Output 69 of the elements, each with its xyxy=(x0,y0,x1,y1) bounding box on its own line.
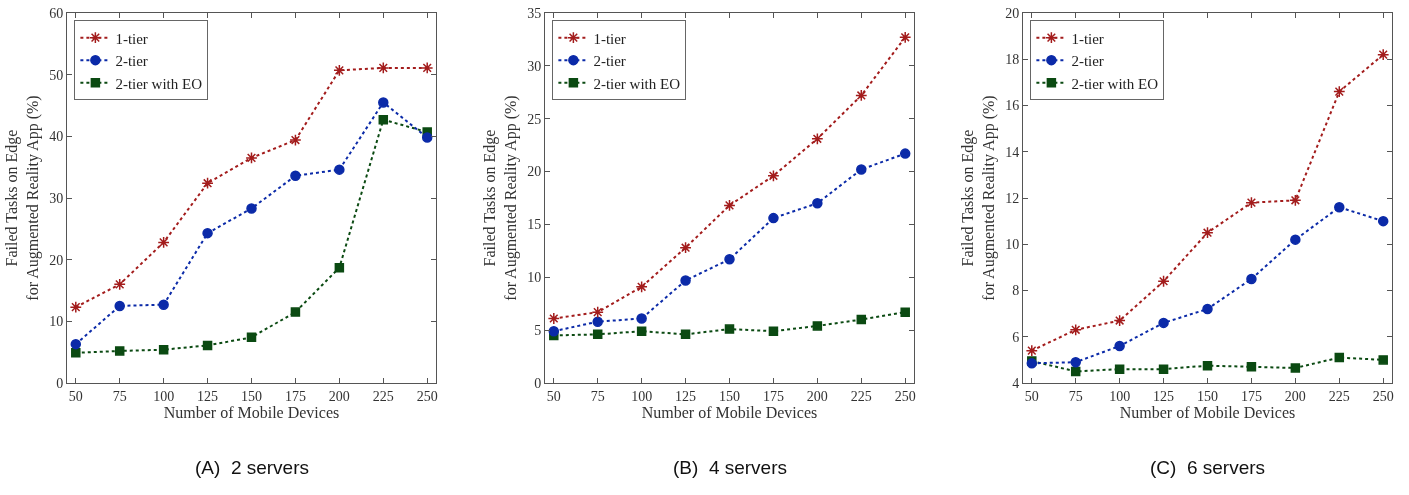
y-tick-label: 8 xyxy=(1012,283,1020,299)
legend-label: 1-tier xyxy=(1071,30,1104,47)
x-tick-label: 225 xyxy=(372,388,394,404)
y-tick-label: 60 xyxy=(49,5,64,21)
x-tick-label: 75 xyxy=(590,388,605,404)
x-tick-label: 250 xyxy=(416,388,438,404)
x-tick-label: 175 xyxy=(284,388,306,404)
x-tick-label: 250 xyxy=(1372,388,1394,404)
legend-label: 2-tier xyxy=(115,53,148,69)
y-axis-title: Failed Tasks on Edge for Augmented Reality App (%) xyxy=(959,95,999,301)
y-tick-label: 10 xyxy=(49,314,64,330)
y-tick-label: 10 xyxy=(1005,237,1020,253)
legend-label: 2-tier with EO xyxy=(1071,75,1159,92)
x-tick-label: 175 xyxy=(762,388,784,404)
x-tick-label: 100 xyxy=(1109,388,1131,404)
y-tick-label: 20 xyxy=(1005,5,1020,21)
x-tick-label: 150 xyxy=(1197,388,1218,404)
legend-label: 1-tier xyxy=(593,30,626,47)
x-tick-label: 200 xyxy=(1284,388,1306,404)
x-tick-label: 200 xyxy=(806,388,828,404)
text: (C) 6 servers xyxy=(1150,457,1266,478)
y-axis-title: Failed Tasks on Edge for Augmented Reality App (%) xyxy=(3,95,43,301)
x-tick-label: 125 xyxy=(197,388,219,404)
x-tick-label: 150 xyxy=(241,388,262,404)
x-tick-label: 50 xyxy=(1024,388,1039,404)
y-tick-label: 30 xyxy=(527,58,542,74)
legend-label: 2-tier xyxy=(1071,53,1104,69)
y-tick-label: 25 xyxy=(527,111,542,127)
y-tick-label: 16 xyxy=(1005,98,1020,114)
x-tick-label: 100 xyxy=(153,388,175,404)
legend-label: 2-tier with EO xyxy=(593,75,681,92)
y-tick-label: 12 xyxy=(1005,190,1020,206)
y-tick-label: 20 xyxy=(49,252,64,268)
y-tick-label: 20 xyxy=(527,164,542,180)
y-tick-label: 35 xyxy=(527,5,542,21)
y-tick-label: 18 xyxy=(1005,52,1020,68)
y-tick-label: 6 xyxy=(1012,329,1020,345)
x-tick-label: 250 xyxy=(894,388,916,404)
x-tick-label: 200 xyxy=(328,388,350,404)
x-axis-title: Number of Mobile Devices xyxy=(1119,404,1296,422)
text: (B) 4 servers xyxy=(673,457,788,478)
text: (A) 2 servers xyxy=(195,457,310,478)
x-tick-label: 175 xyxy=(1240,388,1262,404)
y-tick-label: 5 xyxy=(534,323,542,339)
y-tick-label: 10 xyxy=(527,270,542,286)
x-axis-title: Number of Mobile Devices xyxy=(163,404,340,422)
y-axis-title: Failed Tasks on Edge for Augmented Reality App (%) xyxy=(481,95,521,301)
y-tick-label: 50 xyxy=(49,67,64,83)
y-tick-label: 30 xyxy=(49,190,64,206)
x-tick-label: 50 xyxy=(546,388,561,404)
x-tick-label: 225 xyxy=(850,388,872,404)
x-tick-label: 75 xyxy=(112,388,127,404)
x-tick-label: 75 xyxy=(1068,388,1083,404)
y-tick-label: 40 xyxy=(49,129,64,145)
x-tick-label: 50 xyxy=(68,388,83,404)
x-tick-label: 125 xyxy=(675,388,697,404)
x-axis-title: Number of Mobile Devices xyxy=(641,404,818,422)
y-tick-label: 15 xyxy=(527,217,542,233)
y-tick-label: 0 xyxy=(534,375,542,391)
y-tick-label: 4 xyxy=(1012,375,1020,391)
x-tick-label: 150 xyxy=(719,388,740,404)
x-tick-label: 100 xyxy=(631,388,653,404)
legend-label: 2-tier xyxy=(593,53,626,69)
y-tick-label: 0 xyxy=(56,375,64,391)
x-tick-label: 225 xyxy=(1328,388,1350,404)
y-tick-label: 14 xyxy=(1005,144,1020,160)
x-tick-label: 125 xyxy=(1153,388,1175,404)
legend-label: 1-tier xyxy=(115,30,148,47)
legend-label: 2-tier with EO xyxy=(115,75,203,92)
